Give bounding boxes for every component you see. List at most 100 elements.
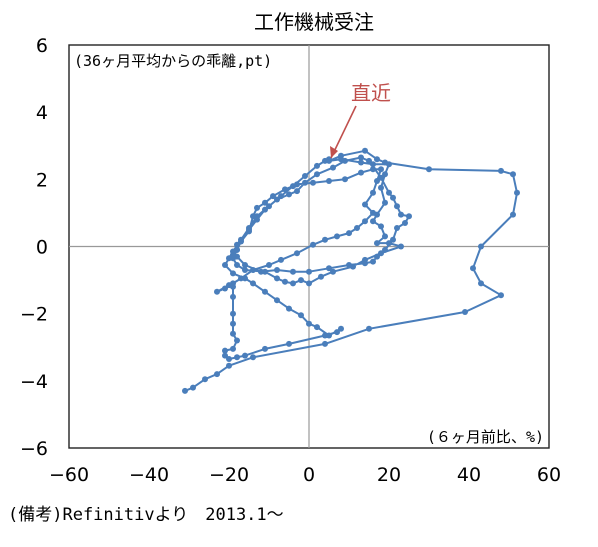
y-tick-label: 6 (36, 35, 48, 57)
data-point (242, 352, 248, 359)
data-point (230, 330, 236, 337)
data-point (370, 189, 376, 196)
data-point (238, 236, 244, 243)
data-point (322, 340, 328, 347)
data-point (398, 243, 404, 250)
data-point (294, 188, 300, 195)
data-point (358, 169, 364, 176)
series-line (184, 149, 518, 392)
data-point (230, 248, 236, 255)
data-point (326, 178, 332, 184)
data-point (462, 309, 468, 315)
data-point (274, 196, 280, 203)
data-point (370, 258, 376, 265)
data-point (330, 164, 336, 171)
data-point (346, 262, 352, 268)
y-tick-label: 0 (36, 237, 48, 259)
source-note: (備考)Refinitivより 2013.1～ (8, 505, 284, 525)
annotation-arrowhead (330, 146, 338, 158)
data-point (338, 325, 344, 332)
data-point (234, 241, 240, 248)
data-point (386, 161, 392, 168)
data-point (254, 213, 260, 220)
data-point (382, 171, 388, 178)
data-point (514, 189, 520, 196)
data-point (286, 191, 292, 198)
data-point (378, 250, 384, 257)
data-point (282, 278, 288, 285)
data-point (222, 347, 228, 354)
data-point (230, 270, 236, 277)
data-point (250, 354, 256, 361)
data-point (214, 371, 220, 378)
data-point (402, 220, 408, 226)
data-point (470, 265, 476, 272)
data-point (366, 325, 372, 332)
data-point (478, 280, 484, 287)
data-point (334, 329, 340, 336)
data-point (242, 267, 248, 273)
data-point (234, 337, 240, 344)
data-point (398, 211, 404, 218)
data-point (378, 184, 384, 191)
data-point (478, 243, 484, 250)
data-point (290, 280, 296, 287)
data-point (510, 171, 516, 178)
x-tick-label: 60 (537, 464, 561, 486)
x-tick-label: −60 (49, 464, 89, 486)
data-point (282, 186, 288, 193)
data-point (270, 193, 276, 200)
data-point (222, 352, 228, 359)
data-point (262, 345, 268, 352)
data-point (362, 201, 368, 208)
data-point (394, 225, 400, 231)
data-point (286, 340, 292, 347)
data-point (246, 225, 252, 231)
data-point (306, 320, 312, 327)
data-point (426, 166, 432, 173)
data-point (274, 275, 280, 282)
data-point (378, 174, 384, 181)
data-point (230, 345, 236, 352)
data-point (386, 189, 392, 196)
data-point (274, 297, 280, 304)
data-point (390, 236, 396, 243)
inner-label: (36ヶ月平均からの乖離,pt) (74, 52, 272, 70)
data-point (234, 262, 240, 268)
data-point (346, 230, 352, 237)
data-point (362, 147, 368, 154)
data-point (370, 209, 376, 216)
chart-title: 工作機械受注 (254, 10, 374, 34)
data-point (314, 162, 320, 169)
data-point (370, 218, 376, 225)
x-tick-label: 0 (303, 464, 315, 486)
data-point (374, 253, 380, 260)
data-point (302, 179, 308, 186)
data-point (322, 236, 328, 243)
data-point (370, 161, 376, 168)
data-point (362, 260, 368, 267)
data-point (342, 157, 348, 164)
data-point (394, 203, 400, 210)
data-point (226, 255, 232, 262)
y-tick-label: 2 (36, 169, 48, 191)
data-point (406, 213, 412, 220)
series-layer (182, 147, 520, 394)
data-point (366, 157, 372, 164)
y-tick-label: −6 (20, 438, 48, 460)
data-point (382, 246, 388, 253)
data-point (230, 310, 236, 317)
x-tick-label: −20 (209, 464, 249, 486)
x-tick-label: 20 (377, 464, 401, 486)
data-point (250, 267, 256, 273)
data-point (202, 376, 208, 383)
data-point (314, 324, 320, 331)
y-tick-label: 4 (36, 102, 48, 124)
data-point (266, 262, 272, 268)
data-point (254, 204, 260, 211)
data-point (290, 268, 296, 275)
y-tick-label: −2 (20, 304, 48, 326)
data-point (330, 268, 336, 275)
